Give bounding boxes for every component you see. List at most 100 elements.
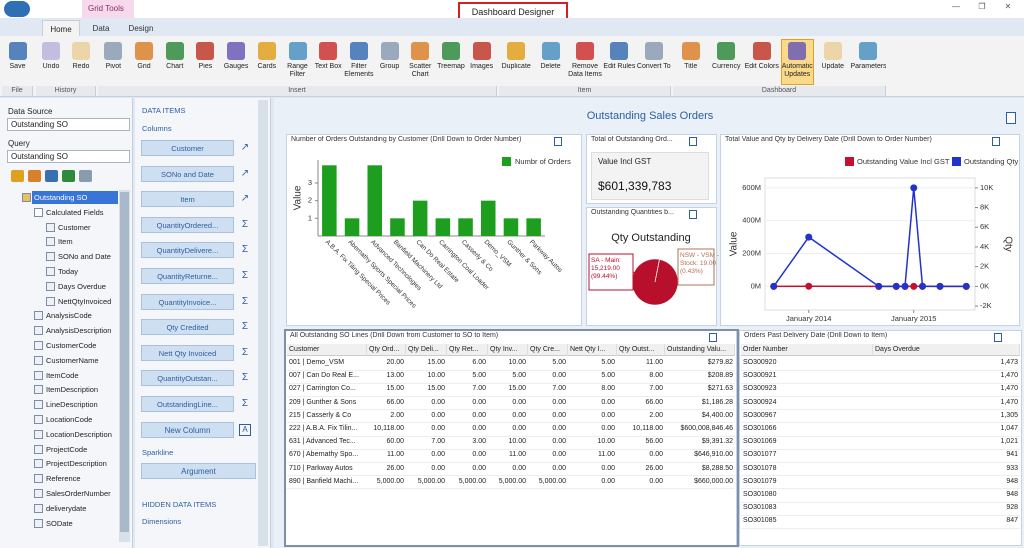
column-header[interactable]: Days Overdue: [873, 344, 1020, 356]
ribbon-button[interactable]: Filter Elements: [344, 63, 374, 78]
tree-node[interactable]: LineDescription: [46, 400, 98, 410]
ribbon-tab[interactable]: Design: [128, 24, 154, 33]
data-item-options[interactable]: ↗: [240, 142, 250, 153]
toolbar-button[interactable]: [11, 170, 24, 182]
tree-node[interactable]: CustomerName: [46, 355, 99, 365]
tree-node[interactable]: LocationCode: [46, 415, 93, 424]
tree-node[interactable]: SalesOrderNumber: [46, 489, 111, 498]
item-caption-icon[interactable]: [689, 210, 697, 219]
data-item[interactable]: Qty Credited: [141, 319, 234, 336]
ribbon-button[interactable]: Remove Data Items: [568, 63, 602, 78]
ribbon-button[interactable]: Cards: [257, 63, 277, 70]
data-item-options[interactable]: Σ: [241, 270, 249, 281]
dashboard-title-icon[interactable]: [1006, 112, 1016, 124]
ribbon-button[interactable]: Group: [379, 63, 400, 70]
tree-node[interactable]: SONo and Date: [58, 252, 111, 262]
item-caption-icon[interactable]: [554, 137, 562, 146]
ribbon-button[interactable]: Redo: [72, 63, 90, 70]
data-item-options[interactable]: Σ: [241, 321, 249, 333]
ribbon-button[interactable]: Chart: [166, 63, 184, 70]
app-menu-button[interactable]: [4, 1, 30, 17]
ribbon-button[interactable]: Scatter Chart: [409, 63, 432, 78]
toolbar-button[interactable]: [28, 170, 41, 182]
ribbon-button[interactable]: Images: [470, 63, 494, 70]
toolbar-button[interactable]: [62, 170, 75, 182]
item-caption-icon[interactable]: [565, 137, 573, 146]
data-item[interactable]: OutstandingLine...: [141, 396, 234, 412]
data-item-options[interactable]: Σ: [241, 346, 249, 358]
data-item[interactable]: QuantityOrdered...: [141, 216, 234, 233]
tree-node[interactable]: ProjectDescription: [46, 459, 107, 469]
dropdown[interactable]: Outstanding SO: [7, 118, 130, 131]
data-item-options[interactable]: ↗: [240, 193, 250, 205]
tree-node[interactable]: ItemCode: [46, 370, 79, 380]
column-header[interactable]: Qty Ret...: [447, 344, 488, 356]
item-caption-icon[interactable]: [1005, 333, 1013, 342]
data-item-options[interactable]: Σ: [241, 398, 249, 409]
tree-node[interactable]: ItemDescription: [46, 385, 99, 395]
data-item-options[interactable]: Σ: [241, 244, 249, 256]
tree-node[interactable]: Days Overdue: [58, 281, 106, 291]
data-item[interactable]: QuantityOutstan...: [141, 370, 234, 387]
item-caption-icon[interactable]: [689, 137, 697, 146]
ribbon-button[interactable]: Pies: [198, 63, 213, 70]
data-item-options[interactable]: Σ: [241, 218, 249, 230]
ribbon-button[interactable]: Automatic Updates: [781, 63, 813, 78]
column-header[interactable]: Qty Deli...: [406, 344, 447, 356]
data-item-options[interactable]: Σ: [241, 295, 249, 307]
item-caption-icon[interactable]: [709, 333, 717, 342]
data-item[interactable]: Customer: [141, 140, 234, 156]
item-caption-icon[interactable]: [700, 137, 708, 146]
item-caption-icon[interactable]: [994, 333, 1002, 342]
column-header[interactable]: Qty Ord...: [367, 344, 406, 356]
column-header[interactable]: Qty Inv...: [488, 344, 528, 356]
ribbon-button[interactable]: Currency: [712, 63, 741, 70]
window-control[interactable]: ✕: [1004, 2, 1012, 11]
data-item[interactable]: Nett Qty Invoiced: [141, 344, 234, 361]
ribbon-button[interactable]: Delete: [540, 63, 561, 70]
tree-node[interactable]: deliverydate: [46, 503, 87, 513]
tree-node[interactable]: LocationDescription: [46, 429, 112, 439]
toolbar-button[interactable]: [79, 170, 92, 182]
toolbar-button[interactable]: [45, 170, 58, 182]
data-item-options[interactable]: A: [239, 424, 251, 436]
ribbon-button[interactable]: Undo: [42, 63, 60, 70]
data-item[interactable]: SONo and Date: [141, 165, 234, 182]
column-header[interactable]: Order Number: [741, 344, 873, 356]
ribbon-button[interactable]: Duplicate: [501, 63, 531, 70]
window-control[interactable]: —: [952, 2, 960, 11]
item-caption-icon[interactable]: [700, 210, 708, 219]
tree-node[interactable]: AnalysisCode: [46, 311, 92, 321]
ribbon-button[interactable]: Range Filter: [287, 63, 308, 78]
ribbon-button[interactable]: Treemap: [437, 63, 465, 70]
item-caption-icon[interactable]: [992, 137, 1000, 146]
data-item[interactable]: QuantityInvoice...: [141, 293, 234, 310]
ribbon-button[interactable]: Gauges: [223, 63, 249, 70]
ribbon-button[interactable]: Title: [684, 63, 698, 70]
ribbon-button[interactable]: Grid: [137, 63, 151, 70]
data-item[interactable]: QuantityDelivere...: [141, 242, 234, 259]
data-item[interactable]: New Column: [141, 422, 234, 438]
tree-node[interactable]: NettQtyInvoiced: [58, 296, 112, 306]
column-header[interactable]: Customer: [287, 344, 367, 356]
tree-node[interactable]: Item: [58, 237, 73, 247]
data-item[interactable]: Argument: [141, 463, 256, 479]
tree-node[interactable]: AnalysisDescription: [46, 326, 112, 336]
data-item[interactable]: QuantityReturne...: [141, 268, 234, 284]
tree-node[interactable]: Reference: [46, 474, 81, 484]
tree-node[interactable]: CustomerCode: [46, 341, 97, 350]
ribbon-button[interactable]: Pivot: [105, 63, 122, 70]
data-item-options[interactable]: Σ: [241, 372, 249, 384]
ribbon-button[interactable]: Save: [9, 63, 26, 70]
data-item-options[interactable]: ↗: [240, 167, 250, 179]
tree-node[interactable]: SODate: [46, 518, 73, 528]
tree-node[interactable]: ProjectCode: [46, 444, 88, 454]
ribbon-button[interactable]: Text Box: [314, 63, 342, 70]
tree-node[interactable]: Today: [58, 267, 79, 276]
column-header[interactable]: Qty Outst...: [617, 344, 665, 356]
tree-node[interactable]: Outstanding SO: [34, 193, 88, 202]
ribbon-button[interactable]: Edit Rules: [603, 63, 636, 70]
ribbon-tab[interactable]: Home: [42, 20, 80, 36]
dropdown[interactable]: Outstanding SO: [7, 150, 130, 163]
column-header[interactable]: Nett Qty I...: [568, 344, 617, 356]
